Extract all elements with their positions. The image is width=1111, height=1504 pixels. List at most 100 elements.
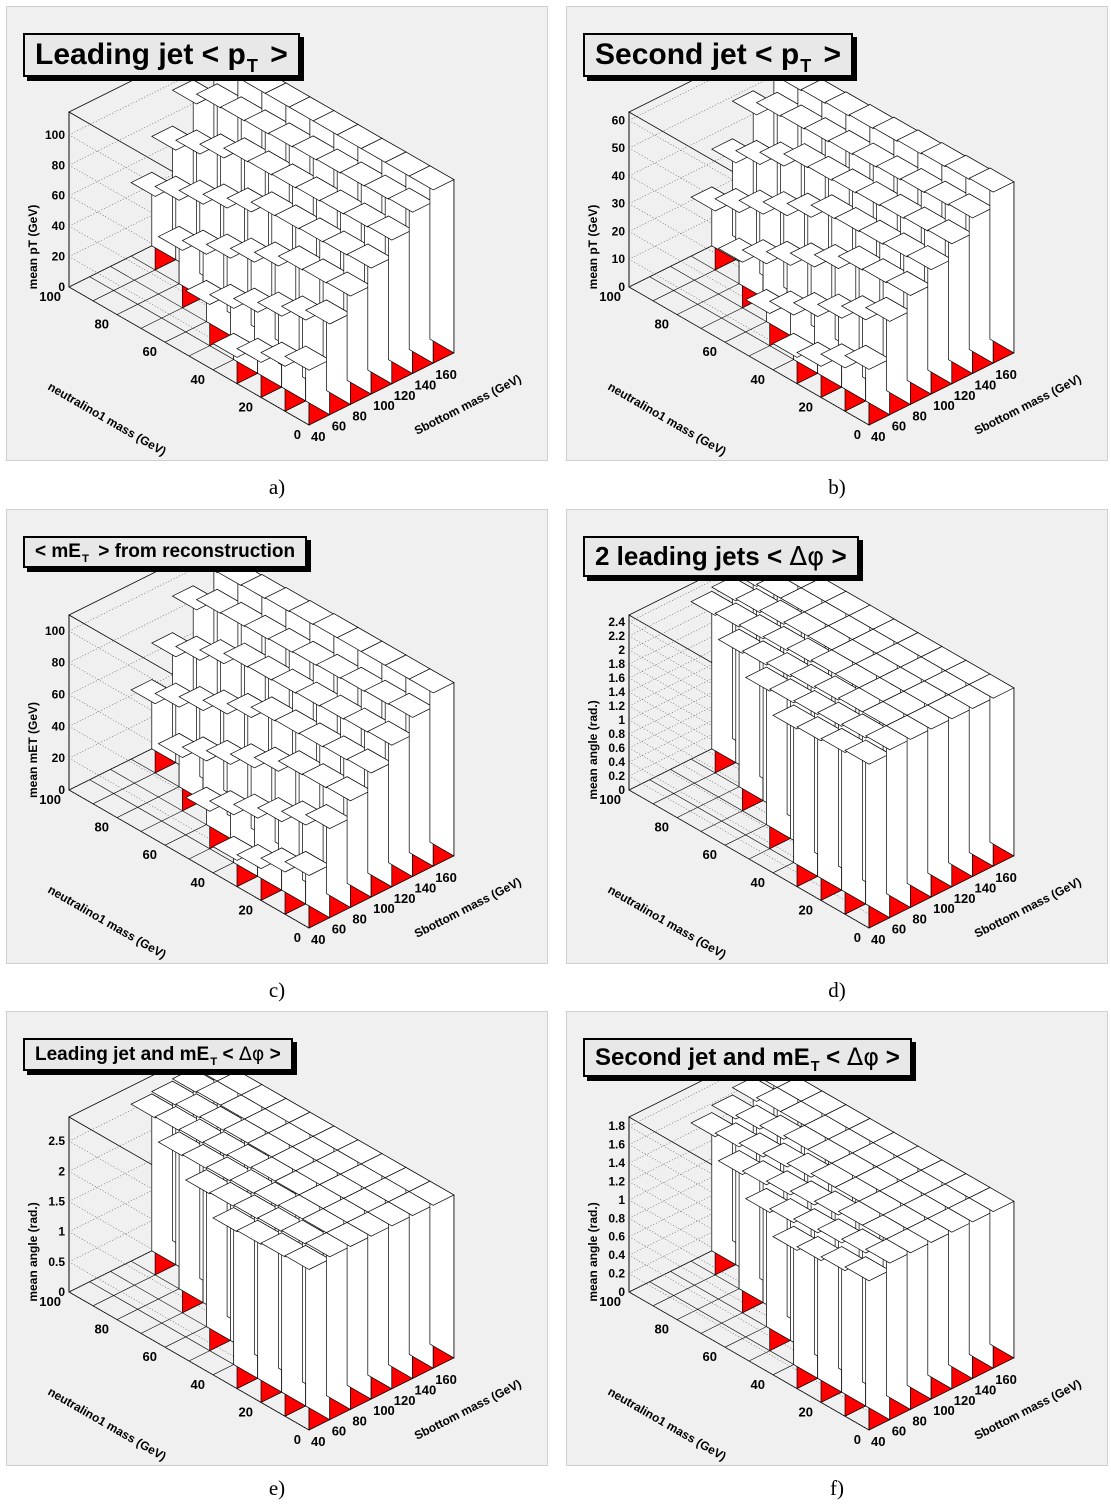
- bar-top-face: [844, 1256, 891, 1282]
- x-tick-label: 160: [435, 1372, 457, 1387]
- x-tick-label: 80: [352, 1413, 366, 1428]
- x-tick-label: 160: [995, 1372, 1017, 1387]
- y-tick-label: 80: [95, 1322, 109, 1337]
- y-tick-label: 20: [799, 1404, 813, 1419]
- z-tick-label: 2.4: [608, 615, 625, 629]
- z-tick-label: 0: [618, 1285, 625, 1299]
- y-tick-label: 0: [294, 930, 301, 945]
- z-axis-label: mean angle (rad.): [26, 1202, 40, 1301]
- x-tick-label: 100: [373, 1403, 395, 1418]
- y-tick-label: 60: [143, 344, 157, 359]
- bar-top-face: [408, 1180, 455, 1206]
- bar-top-face: [284, 1245, 331, 1270]
- z-tick-label: 2.2: [608, 629, 625, 643]
- z-tick-label: 10: [612, 252, 626, 266]
- bar-3d: [304, 1232, 352, 1421]
- x-tick-label: 120: [394, 1393, 416, 1408]
- z-tick-label: 0: [58, 280, 65, 294]
- bar-3d: [927, 219, 974, 385]
- bar-3d: [367, 215, 414, 385]
- bar-top-face: [346, 243, 393, 269]
- plot-b: 0102030405060406080100120140160020406080…: [586, 39, 1084, 459]
- bar-top-face: [408, 165, 455, 191]
- z-axis-label: mean pT (GeV): [586, 205, 600, 290]
- chart-title-b: Second jet < pT >: [583, 33, 854, 77]
- bar-top-face: [284, 345, 331, 371]
- caption-f: f): [830, 1476, 844, 1500]
- x-tick-label: 120: [394, 388, 416, 403]
- bar-3d: [367, 720, 414, 888]
- y-tick-label: 0: [854, 427, 861, 442]
- bar-3d: [844, 1256, 891, 1431]
- bar-3d: [947, 1197, 994, 1380]
- z-tick-label: 40: [52, 719, 66, 733]
- z-tick-label: 1.8: [608, 657, 625, 671]
- y-axis-label: neutralino1 mass (GeV): [46, 1384, 169, 1463]
- x-tick-label: 140: [975, 378, 997, 393]
- plot-d: 00.20.40.60.811.21.41.61.822.22.44060801…: [586, 542, 1084, 962]
- bar-top-face: [885, 271, 932, 296]
- z-tick-label: 0.8: [608, 727, 625, 741]
- z-tick-label: 60: [52, 688, 66, 702]
- y-tick-label: 0: [854, 1432, 861, 1447]
- bar-3d: [968, 1186, 1015, 1369]
- z-axis-label: mean angle (rad.): [586, 700, 600, 799]
- plot-c: 0204060801004060801001201401600204060801…: [26, 542, 524, 962]
- z-grid-line: [628, 1291, 870, 1431]
- bar-3d: [212, 1206, 259, 1390]
- z-tick-label: 0: [618, 280, 625, 294]
- bar-top-face: [844, 739, 891, 765]
- bar-side-face: [429, 165, 455, 354]
- x-tick-label: 160: [995, 367, 1017, 382]
- y-tick-label: 80: [655, 1322, 669, 1337]
- x-tick-label: 40: [871, 1434, 885, 1449]
- y-axis-label: neutralino1 mass (GeV): [606, 379, 729, 458]
- y-tick-label: 100: [39, 792, 61, 807]
- x-tick-label: 80: [912, 1413, 926, 1428]
- z-tick-label: 2: [58, 1164, 65, 1178]
- z-tick-label: 1.8: [608, 1119, 625, 1133]
- bar-top-face: [304, 804, 352, 829]
- z-tick-label: 1.2: [608, 699, 625, 713]
- y-tick-label: 0: [854, 930, 861, 945]
- chart-panel-c: 0 20 40 60 80 100 40 60 80 100 120 140 160 0 20 40 60 80 1…: [6, 509, 548, 964]
- bar-3d: [820, 343, 867, 412]
- bar-3d: [968, 167, 1015, 364]
- bar-3d: [284, 345, 331, 426]
- y-tick-label: 20: [239, 1404, 253, 1419]
- bar-top-face: [387, 692, 434, 718]
- y-tick-label: 40: [191, 875, 205, 890]
- bar-3d: [885, 714, 932, 908]
- y-tick-label: 60: [703, 847, 717, 862]
- bar-top-face: [927, 219, 974, 245]
- chart-panel-d: 0 0.2 0.4 0.6 0.8 1 1.2 1.4 1.6 1.8 2 2.2 2.4 40 60 80 1…: [566, 509, 1108, 964]
- chart-svg-a: 0204060801004060801001201401600204060801…: [26, 39, 524, 459]
- caption-c: c): [268, 978, 286, 1002]
- z-tick-label: 0: [58, 783, 65, 797]
- bar-top-face: [968, 673, 1015, 699]
- x-tick-label: 100: [373, 901, 395, 916]
- x-tick-label: 40: [871, 429, 885, 444]
- chart-title-d: 2 leading jets < Δφ >: [583, 536, 859, 577]
- z-tick-label: 0.4: [608, 1248, 625, 1262]
- y-tick-label: 80: [655, 820, 669, 835]
- y-tick-label: 60: [703, 344, 717, 359]
- bar-top-face: [284, 851, 331, 876]
- x-tick-label: 160: [435, 870, 457, 885]
- x-tick-label: 100: [933, 901, 955, 916]
- z-tick-label: 0.6: [608, 741, 625, 755]
- x-tick-label: 120: [954, 891, 976, 906]
- z-axis-label: mean mET (GeV): [26, 702, 40, 798]
- z-tick-label: 80: [52, 656, 66, 670]
- chart-svg-d: 00.20.40.60.811.21.41.61.822.22.44060801…: [586, 542, 1084, 962]
- z-grid-line: [68, 789, 310, 929]
- x-tick-label: 140: [415, 881, 437, 896]
- bar-3d: [968, 673, 1015, 867]
- x-tick-label: 100: [373, 398, 395, 413]
- x-tick-label: 140: [415, 1383, 437, 1398]
- z-axis-label: mean pT (GeV): [26, 205, 40, 290]
- z-grid-line: [628, 1254, 870, 1394]
- z-tick-label: 1: [618, 713, 625, 727]
- chart-title-a: Leading jet < pT >: [23, 33, 300, 77]
- y-tick-label: 80: [95, 317, 109, 332]
